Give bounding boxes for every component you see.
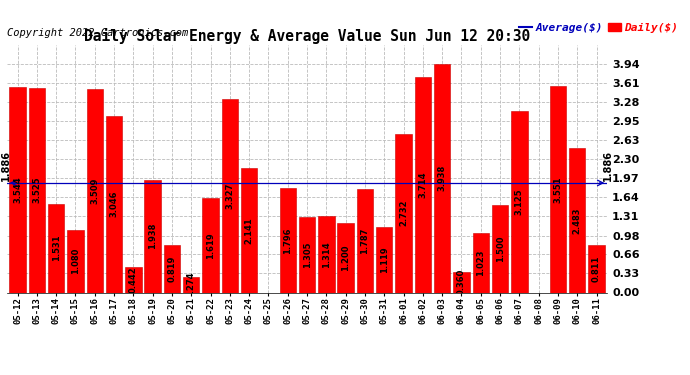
Bar (318, 216, 335, 292)
Text: 0.274: 0.274 (187, 271, 196, 298)
Bar (415, 77, 431, 292)
Text: 2.483: 2.483 (573, 207, 582, 234)
Text: 1.886: 1.886 (603, 150, 613, 181)
Text: 1.080: 1.080 (71, 248, 80, 274)
Bar (589, 245, 605, 292)
Bar (241, 168, 257, 292)
Text: 3.509: 3.509 (90, 177, 99, 204)
Text: 1.531: 1.531 (52, 235, 61, 261)
Bar (106, 116, 122, 292)
Legend: Average($), Daily($): Average($), Daily($) (515, 18, 682, 37)
Text: 3.525: 3.525 (32, 177, 41, 203)
Title: Daily Solar Energy & Average Value Sun Jun 12 20:30: Daily Solar Energy & Average Value Sun J… (84, 28, 530, 44)
Text: 1.787: 1.787 (360, 227, 369, 254)
Bar (144, 180, 161, 292)
Text: 1.119: 1.119 (380, 247, 388, 273)
Text: 3.327: 3.327 (226, 183, 235, 209)
Bar (569, 148, 586, 292)
Bar (279, 188, 296, 292)
Text: 1.500: 1.500 (495, 236, 504, 262)
Text: 0.819: 0.819 (168, 255, 177, 282)
Text: 1.200: 1.200 (341, 244, 350, 271)
Bar (28, 88, 45, 292)
Bar (357, 189, 373, 292)
Text: 3.938: 3.938 (437, 165, 446, 191)
Text: 2.141: 2.141 (245, 217, 254, 244)
Text: 3.714: 3.714 (418, 171, 427, 198)
Bar (202, 198, 219, 292)
Bar (395, 134, 412, 292)
Text: 0.442: 0.442 (129, 266, 138, 293)
Text: Copyright 2022 Cartronics.com: Copyright 2022 Cartronics.com (7, 28, 188, 38)
Bar (86, 88, 103, 292)
Text: 3.125: 3.125 (515, 188, 524, 215)
Text: 1.938: 1.938 (148, 223, 157, 249)
Bar (453, 272, 470, 292)
Text: 0.811: 0.811 (592, 256, 601, 282)
Text: 1.023: 1.023 (476, 249, 485, 276)
Bar (299, 217, 315, 292)
Text: 1.619: 1.619 (206, 232, 215, 259)
Bar (67, 230, 83, 292)
Text: 1.314: 1.314 (322, 241, 331, 268)
Bar (492, 206, 509, 292)
Bar (473, 233, 489, 292)
Text: 3.544: 3.544 (13, 176, 22, 203)
Text: 3.551: 3.551 (553, 176, 562, 203)
Bar (434, 64, 451, 292)
Bar (511, 111, 528, 292)
Text: 1.796: 1.796 (284, 227, 293, 254)
Text: 2.732: 2.732 (399, 200, 408, 226)
Text: 1.305: 1.305 (302, 242, 312, 268)
Bar (183, 277, 199, 292)
Bar (376, 228, 393, 292)
Bar (550, 86, 566, 292)
Bar (9, 87, 26, 292)
Bar (164, 245, 180, 292)
Bar (337, 223, 354, 292)
Bar (48, 204, 64, 292)
Text: 0.360: 0.360 (457, 269, 466, 295)
Bar (221, 99, 238, 292)
Text: 1.886: 1.886 (1, 150, 11, 181)
Bar (125, 267, 141, 292)
Text: 3.046: 3.046 (110, 191, 119, 217)
